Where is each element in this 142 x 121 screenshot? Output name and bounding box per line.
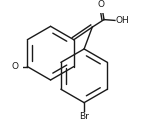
Text: Br: Br <box>79 112 89 121</box>
Text: O: O <box>98 0 105 9</box>
Text: OH: OH <box>116 16 130 25</box>
Text: O: O <box>12 62 19 71</box>
